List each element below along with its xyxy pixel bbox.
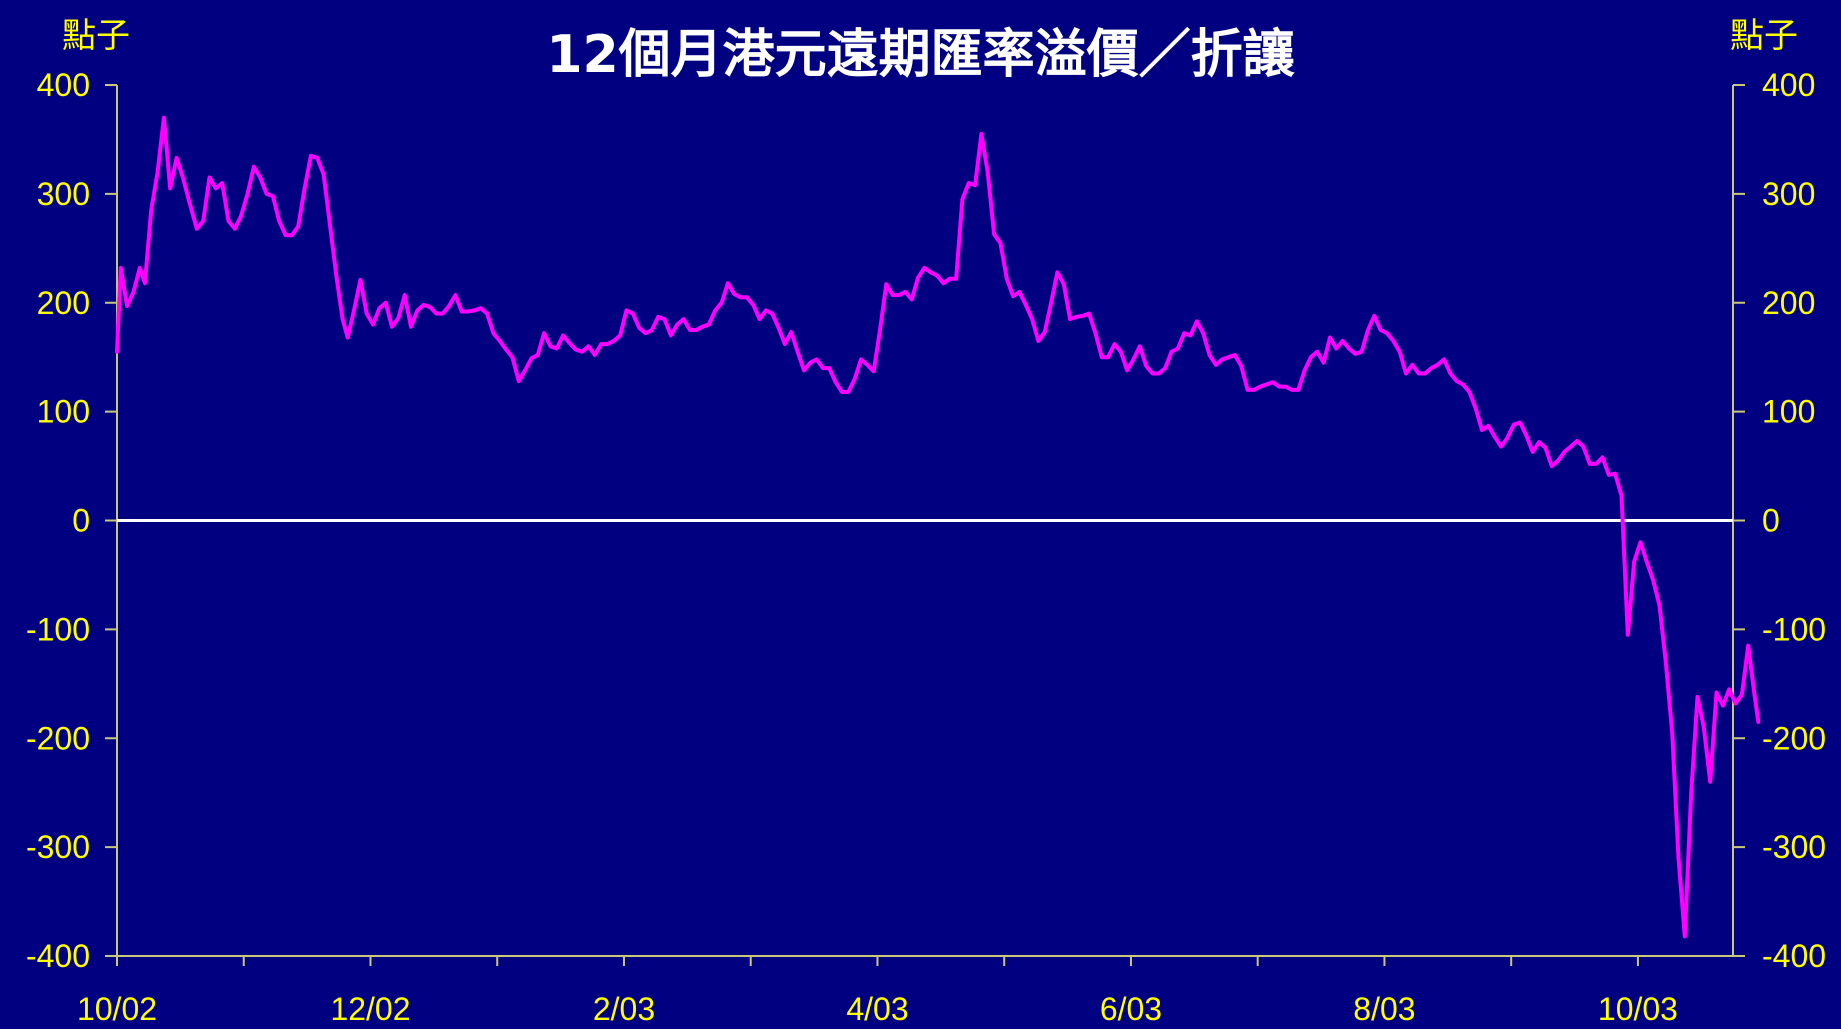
right-y-tick-label: -100 bbox=[1762, 611, 1826, 647]
right-y-tick-label: -200 bbox=[1762, 720, 1826, 756]
left-y-tick-label: -300 bbox=[26, 829, 90, 865]
axes-layer bbox=[116, 85, 1734, 957]
series-line-0 bbox=[115, 115, 1761, 939]
left-y-tick-label: 200 bbox=[37, 285, 90, 321]
left-y-tick-label: -200 bbox=[26, 720, 90, 756]
ticks-layer: 400 400 300 300 200 200 100 100 0 0 -100 -100 -200 -2… bbox=[26, 67, 1826, 1027]
x-tick-label: 10/02 bbox=[77, 991, 157, 1027]
left-y-tick-label: -100 bbox=[26, 611, 90, 647]
x-tick-label: 4/03 bbox=[846, 991, 908, 1027]
left-y-tick-label: 100 bbox=[37, 394, 90, 430]
right-y-tick-label: 0 bbox=[1762, 503, 1780, 539]
series-layer bbox=[115, 115, 1761, 939]
left-axis-unit-label: 點子 bbox=[62, 16, 130, 56]
right-y-tick-label: 300 bbox=[1762, 176, 1815, 212]
x-tick-label: 8/03 bbox=[1353, 991, 1415, 1027]
right-y-tick-label: 200 bbox=[1762, 285, 1815, 321]
left-y-tick-label: 400 bbox=[37, 67, 90, 103]
right-axis-unit-label: 點子 bbox=[1730, 16, 1798, 56]
right-y-tick-label: -300 bbox=[1762, 829, 1826, 865]
left-y-tick-label: -400 bbox=[26, 938, 90, 974]
x-tick-label: 12/02 bbox=[330, 991, 410, 1027]
right-y-tick-label: -400 bbox=[1762, 938, 1826, 974]
x-tick-label: 2/03 bbox=[593, 991, 655, 1027]
x-tick-label: 10/03 bbox=[1598, 991, 1678, 1027]
x-tick-label: 6/03 bbox=[1100, 991, 1162, 1027]
chart-title: 12個月港元遠期匯率溢價／折讓 bbox=[546, 25, 1295, 85]
right-y-tick-label: 100 bbox=[1762, 394, 1815, 430]
right-y-tick-label: 400 bbox=[1762, 67, 1815, 103]
left-y-tick-label: 300 bbox=[37, 176, 90, 212]
left-y-tick-label: 0 bbox=[72, 503, 90, 539]
